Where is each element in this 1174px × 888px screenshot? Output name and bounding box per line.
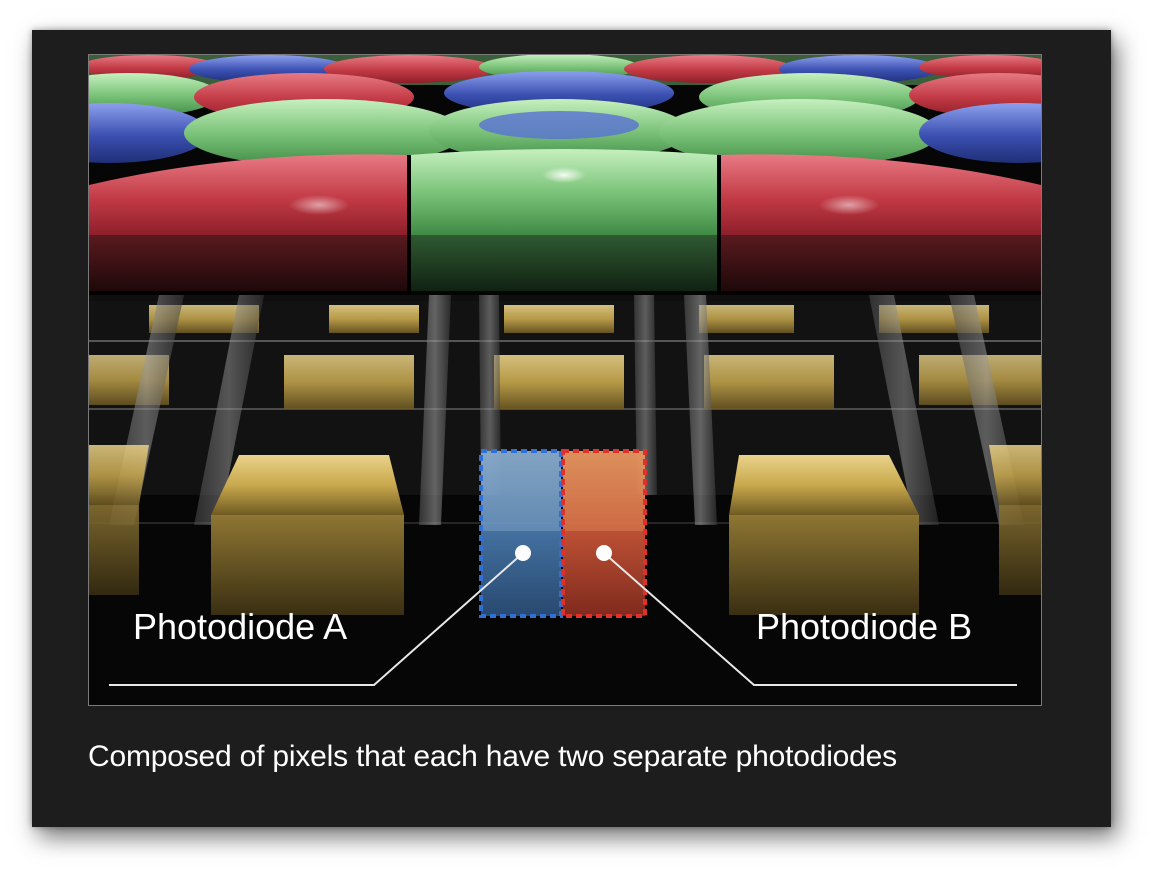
photodiode-b-label: Photodiode B (756, 606, 973, 647)
leader-lines (109, 545, 1017, 686)
photodiode-pair (479, 449, 647, 618)
photodiode-b-outline (561, 449, 647, 618)
figure-card: Photodiode A Photodiode B Composed of pi… (32, 30, 1111, 827)
photodiode-a-label: Photodiode A (133, 606, 348, 647)
color-filter-array (89, 55, 1041, 301)
figure-caption: Composed of pixels that each have two se… (88, 740, 897, 773)
photodiode-a-marker (515, 545, 531, 561)
sensor-illustration (89, 55, 1041, 705)
photodiode-b-block (563, 451, 645, 616)
photodiode-b-marker (596, 545, 612, 561)
photodiode-a-block (481, 451, 561, 616)
wiring-layer (89, 295, 1041, 615)
sensor-diagram: Photodiode A Photodiode B (88, 54, 1042, 706)
